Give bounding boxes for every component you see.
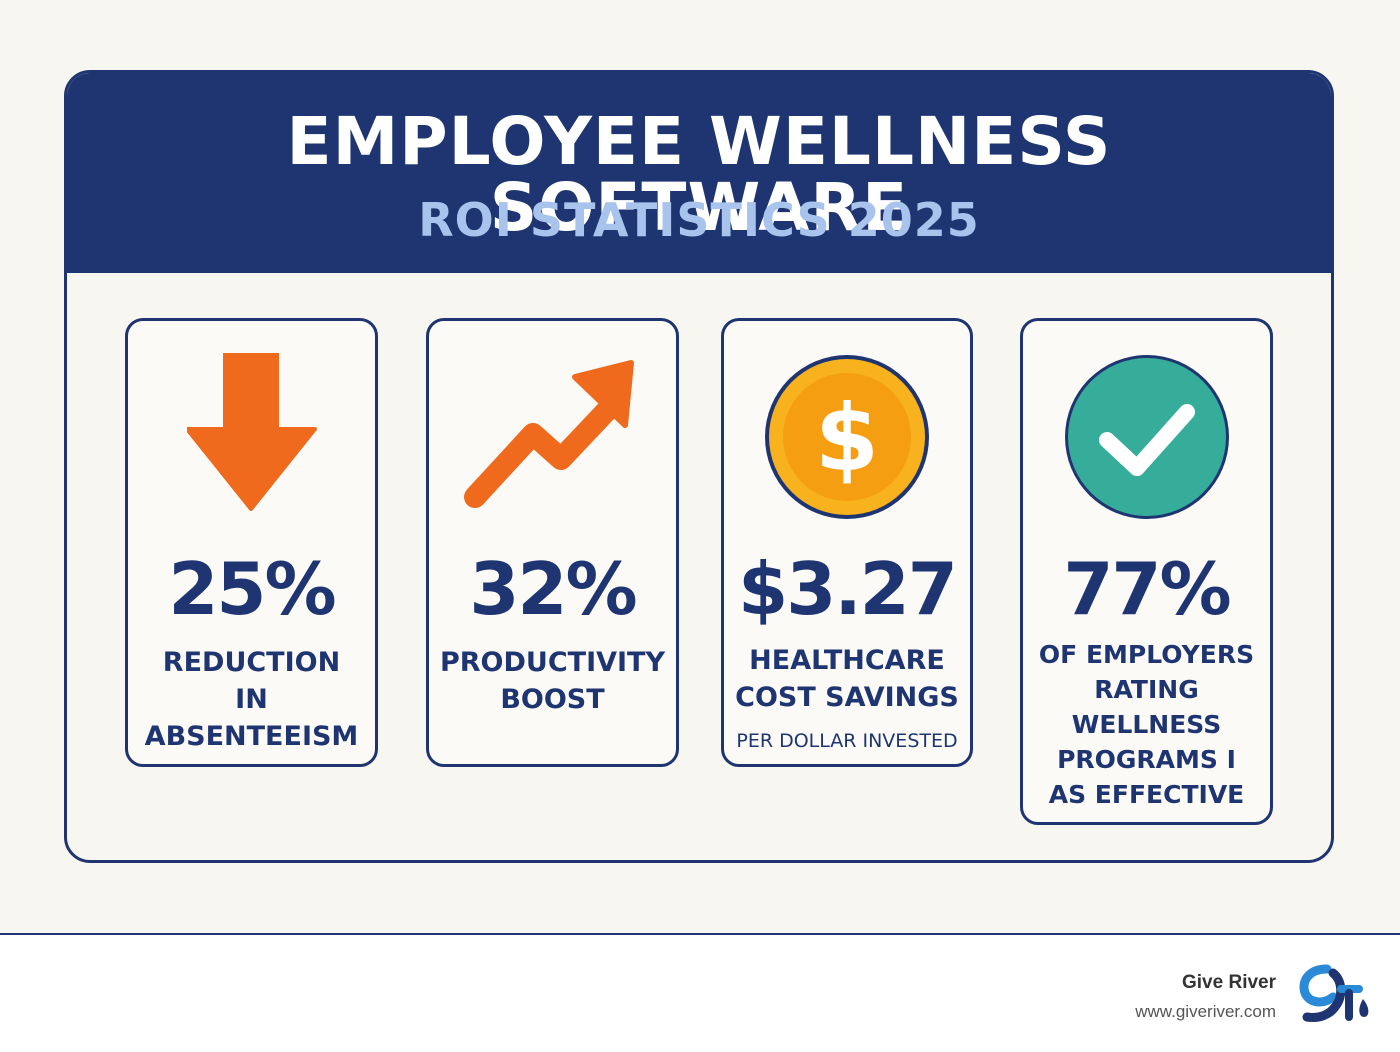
stat-card-absenteeism: 25% REDUCTION IN ABSENTEEISM [125,318,378,767]
page-subtitle: ROI STATISTICS 2025 [418,193,980,247]
svg-text:$: $ [815,385,879,492]
stat-value: 77% [1063,547,1231,631]
stat-label: REDUCTION IN ABSENTEEISM [144,647,359,752]
stat-value: $3.27 [738,547,958,631]
stat-label: HEALTHCARE COST SAVINGS [735,645,959,713]
stat-note: PER DOLLAR INVESTED [736,730,958,752]
stat-card-employers-rating: 77% OF EMPLOYERS RATING WELLNESS PROGRAM… [1020,318,1273,825]
checkmark-circle-icon [1023,352,1270,522]
footer-divider [0,933,1400,935]
stat-label: OF EMPLOYERS RATING WELLNESS PROGRAMS I … [1038,640,1255,809]
brand-name: Give River [1182,972,1276,993]
stat-value: 32% [469,547,637,631]
stat-label: PRODUCTIVITY BOOST [439,647,666,715]
give-river-logo-icon [1297,963,1371,1031]
down-arrow-icon [128,353,375,511]
stat-value: 25% [168,547,336,631]
dollar-coin-icon: $ [724,352,970,522]
page-title: EMPLOYEE WELLNESS SOFTWARE [286,103,1112,246]
stat-card-healthcare-savings: $ $3.27 HEALTHCARE COST SAVINGS PER DOLL… [721,318,973,767]
trending-up-arrow-icon [429,359,676,509]
footer: Give River www.giveriver.com [0,935,1400,1052]
header-banner: EMPLOYEE WELLNESS SOFTWARE ROI STATISTIC… [67,73,1331,273]
stat-card-productivity: 32% PRODUCTIVITY BOOST [426,318,679,767]
brand-url: www.giveriver.com [1135,1002,1276,1021]
